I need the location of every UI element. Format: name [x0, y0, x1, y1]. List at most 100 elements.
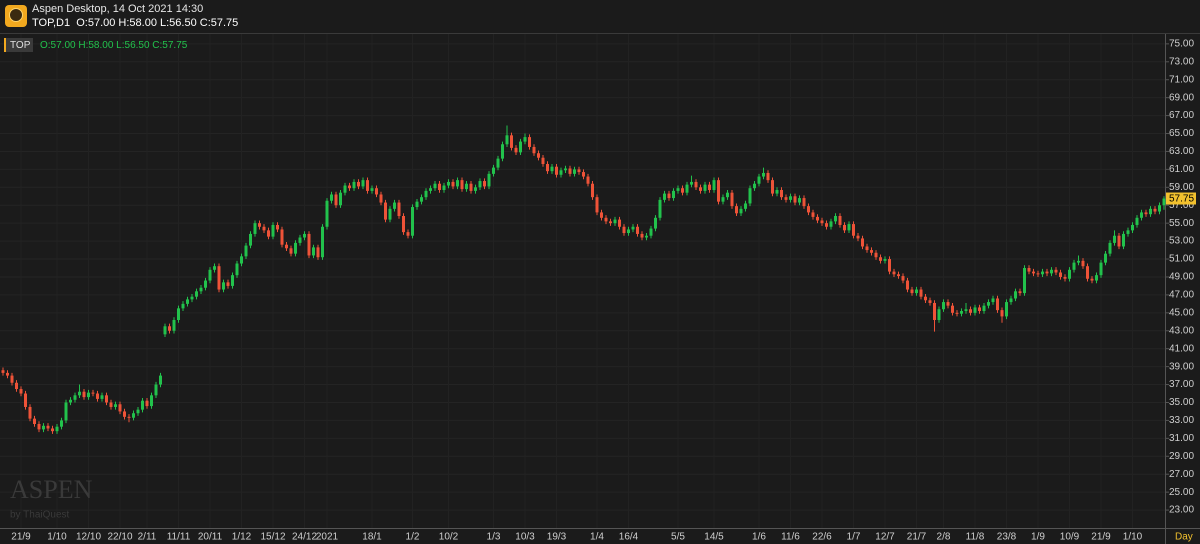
- candle-body: [658, 199, 662, 218]
- candle-body: [559, 170, 563, 175]
- price-tag: [1166, 192, 1196, 205]
- candle-body: [739, 208, 743, 214]
- candle-body: [1099, 262, 1103, 276]
- candle-body: [888, 259, 891, 272]
- candle-body: [1104, 253, 1107, 263]
- candle-body: [1027, 268, 1031, 272]
- candle-body: [271, 224, 275, 237]
- candle-body: [442, 185, 446, 190]
- x-tick-label: 24/12: [292, 532, 317, 543]
- x-tick-label: 1/2: [406, 532, 420, 543]
- candle-body: [15, 382, 18, 390]
- candle-body: [69, 399, 72, 403]
- candle-body: [325, 200, 329, 227]
- y-tick-label: 75.00: [1169, 39, 1194, 50]
- x-tick-label: 23/8: [997, 532, 1017, 543]
- candle-body: [816, 216, 819, 221]
- candle-body: [1009, 298, 1013, 303]
- candle-body: [474, 187, 477, 191]
- candle-body: [1113, 235, 1116, 243]
- y-tick-label: 61.00: [1169, 164, 1194, 175]
- x-tick-label: 18/1: [362, 532, 382, 543]
- candle-body: [960, 311, 963, 314]
- candle-body: [226, 282, 230, 286]
- candle-body: [519, 141, 522, 153]
- candle-body: [667, 193, 671, 199]
- logo: [5, 5, 27, 27]
- candle-body: [703, 184, 707, 191]
- candle-body: [541, 157, 545, 164]
- candle-body: [1086, 266, 1089, 279]
- candle-body: [730, 192, 734, 207]
- candle-body: [951, 305, 954, 313]
- candle-body: [478, 181, 482, 188]
- x-tick-label: 1/4: [590, 532, 604, 543]
- candle-body: [928, 300, 932, 303]
- candle-body: [123, 411, 126, 417]
- candle-body: [892, 271, 896, 275]
- candle-body: [402, 216, 405, 233]
- symbol-badge: [4, 38, 33, 52]
- candle-body: [582, 172, 585, 177]
- candle-body: [676, 188, 680, 191]
- candle-body: [856, 235, 860, 239]
- candle-body: [114, 404, 117, 407]
- candle-body: [1158, 205, 1161, 212]
- candle-body: [312, 247, 315, 256]
- candle-body: [681, 188, 684, 193]
- candle-body: [852, 224, 855, 236]
- y-tick-label: 53.00: [1169, 236, 1194, 247]
- candle-body: [762, 172, 765, 177]
- candle-body: [37, 424, 41, 430]
- candle-body: [874, 252, 878, 258]
- x-tick-label: 2021: [316, 532, 339, 543]
- x-tick-label: 15/12: [260, 532, 285, 543]
- x-tick-label: 1/6: [752, 532, 766, 543]
- candle-body: [690, 181, 693, 185]
- candle-body: [186, 299, 189, 304]
- candle-body: [276, 224, 279, 230]
- y-tick-label: 41.00: [1169, 343, 1194, 354]
- candle-body: [438, 183, 441, 190]
- x-tick-label: 1/9: [1031, 532, 1045, 543]
- candle-body: [487, 173, 491, 187]
- y-tick-label: 27.00: [1169, 469, 1194, 480]
- candle-body: [789, 196, 792, 200]
- x-tick-label: 16/4: [619, 532, 639, 543]
- x-tick-label: 1/12: [232, 532, 252, 543]
- candle-body: [235, 263, 239, 276]
- candle-body: [1041, 271, 1044, 275]
- candle-body: [33, 418, 36, 424]
- candle-body: [609, 221, 612, 224]
- candle-body: [825, 223, 828, 227]
- candle-body: [285, 244, 288, 249]
- candle-body: [969, 309, 972, 313]
- y-tick-label: 33.00: [1169, 415, 1194, 426]
- y-tick-label: 23.00: [1169, 505, 1194, 516]
- candle-body: [1054, 269, 1058, 273]
- candle-body: [645, 235, 648, 238]
- candle-body: [145, 400, 149, 407]
- candle-body: [136, 409, 140, 414]
- candle-body: [6, 372, 9, 376]
- x-tick-label: 12/10: [76, 532, 101, 543]
- candle-body: [406, 232, 410, 236]
- candle-body: [865, 246, 869, 251]
- legend-text: O:57.00 H:58.00 L:56.50 C:57.75: [40, 40, 188, 51]
- x-tick-label: 1/10: [47, 532, 67, 543]
- candle-body: [1032, 271, 1035, 274]
- candle-body: [942, 302, 945, 310]
- candle-body: [222, 282, 225, 290]
- candle-body: [622, 226, 626, 234]
- x-tick-label: 22/6: [812, 532, 832, 543]
- candle-body: [712, 180, 716, 190]
- candle-body: [577, 169, 581, 173]
- grid: [0, 34, 1165, 528]
- y-tick-label: 37.00: [1169, 379, 1194, 390]
- x-tick-label: 21/9: [1091, 532, 1111, 543]
- candle-body: [10, 375, 14, 383]
- candle-body: [91, 392, 95, 394]
- candle-body: [820, 220, 824, 224]
- candle-body: [316, 247, 320, 258]
